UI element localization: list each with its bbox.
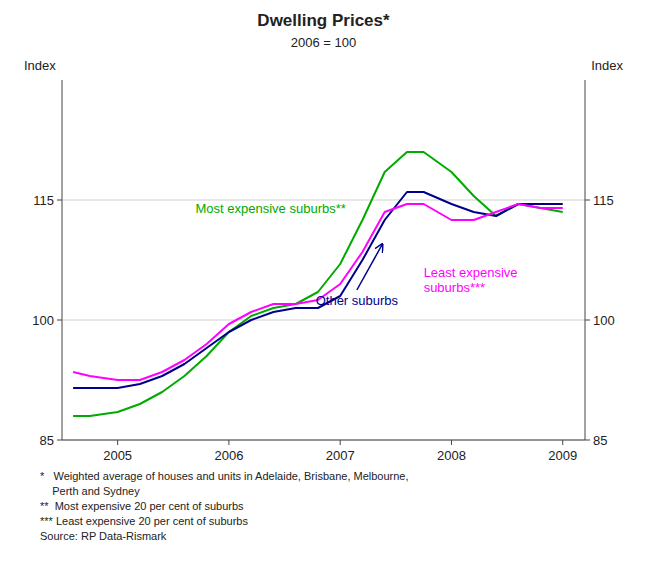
series-annotation: Least expensivesuburbs***: [424, 265, 518, 295]
footnote: * Weighted average of houses and units i…: [40, 470, 409, 482]
page: {"chart_data": { "type": "line", "title"…: [0, 0, 647, 586]
annotations: Most expensive suburbs** Other suburbs Lea…: [196, 201, 518, 308]
y-tick-label: 85: [40, 433, 54, 448]
y2-axis-label: Index: [591, 58, 623, 73]
annotation-line: Other suburbs: [316, 293, 399, 308]
y-tick-label: 115: [33, 193, 54, 208]
x-tick: [117, 440, 118, 445]
annotation-line: suburbs***: [424, 280, 485, 295]
y-tick: [57, 320, 62, 321]
y-tick-label: 100: [32, 313, 54, 328]
footnote: ** Most expensive 20 per cent of suburbs: [40, 500, 244, 512]
chart: Dwelling Prices* 2006 = 100 Index Index 2005…: [0, 0, 647, 586]
x-axis-line: [62, 440, 585, 441]
y2-tick: [585, 200, 590, 201]
annotation-line: Least expensive: [424, 265, 518, 280]
series-annotation: Other suburbs: [316, 293, 399, 308]
grid-line: [62, 440, 585, 441]
series-line: [73, 192, 563, 388]
footnote: *** Least expensive 20 per cent of subur…: [40, 515, 248, 527]
x-tick: [228, 440, 229, 445]
x-tick-label: 2009: [548, 448, 577, 463]
x-tick: [451, 440, 452, 445]
y2-tick: [585, 440, 590, 441]
y-axis-line: [62, 80, 63, 440]
x-tick: [562, 440, 563, 445]
series-line: [73, 204, 563, 380]
y2-tick-label: 100: [593, 313, 615, 328]
annotation-arrow: [357, 244, 383, 290]
y-axis-label: Index: [24, 58, 56, 73]
x-tick-label: 2007: [326, 448, 355, 463]
y2-tick-label: 115: [593, 193, 614, 208]
y2-tick-label: 85: [593, 433, 607, 448]
y2-tick: [585, 320, 590, 321]
y2-axis-line: [585, 80, 586, 440]
footnote: Source: RP Data-Rismark: [40, 530, 167, 542]
y-tick: [57, 200, 62, 201]
series-annotation: Most expensive suburbs**: [196, 201, 346, 216]
footnote: Perth and Sydney: [40, 485, 140, 497]
subtitle: 2006 = 100: [291, 35, 356, 50]
grid-line: [62, 320, 585, 321]
x-tick-label: 2005: [103, 448, 132, 463]
x-tick-label: 2008: [437, 448, 466, 463]
title: Dwelling Prices*: [257, 11, 390, 30]
annotation-line: Most expensive suburbs**: [196, 201, 346, 216]
x-tick: [340, 440, 341, 445]
y-tick: [57, 440, 62, 441]
x-tick-label: 2006: [214, 448, 243, 463]
plot-area: [73, 152, 563, 416]
series-line: [73, 152, 563, 416]
